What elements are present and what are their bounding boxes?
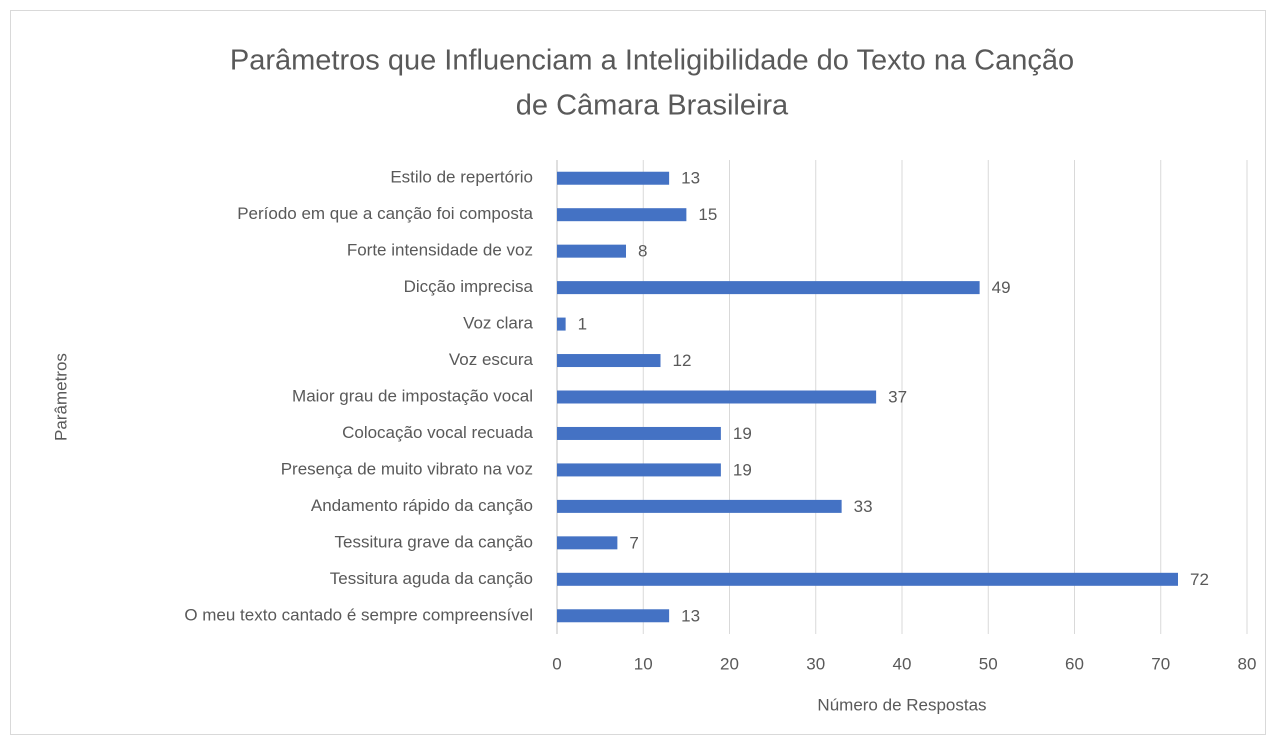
data-label: 33 xyxy=(854,497,873,516)
y-tick-label: Voz clara xyxy=(463,314,533,333)
y-tick-label: Colocação vocal recuada xyxy=(342,423,533,442)
x-tick-label: 80 xyxy=(1238,654,1257,673)
x-axis-label: Número de Respostas xyxy=(817,695,986,714)
x-tick-label: 30 xyxy=(806,654,825,673)
bar xyxy=(557,317,566,331)
bar xyxy=(557,390,877,404)
y-tick-label: Dicção imprecisa xyxy=(404,277,534,296)
bar xyxy=(557,354,661,368)
bar xyxy=(557,244,626,258)
x-tick-label: 70 xyxy=(1151,654,1170,673)
y-tick-label: Período em que a canção foi composta xyxy=(237,204,533,223)
y-tick-label: O meu texto cantado é sempre compreensív… xyxy=(184,605,533,624)
bar xyxy=(557,499,842,513)
y-tick-label: Andamento rápido da canção xyxy=(311,496,533,515)
bar xyxy=(557,208,687,222)
bar xyxy=(557,463,721,477)
data-label: 13 xyxy=(681,169,700,188)
bar xyxy=(557,171,670,185)
x-tick-label: 0 xyxy=(552,654,561,673)
x-tick-label: 50 xyxy=(979,654,998,673)
data-label: 72 xyxy=(1190,570,1209,589)
data-label: 49 xyxy=(992,278,1011,297)
y-tick-label: Tessitura aguda da canção xyxy=(330,569,533,588)
data-label: 19 xyxy=(733,460,752,479)
y-tick-label: Estilo de repertório xyxy=(390,168,533,187)
bar xyxy=(557,426,721,440)
y-tick-label: Tessitura grave da canção xyxy=(335,532,533,551)
x-tick-label: 60 xyxy=(1065,654,1084,673)
bar xyxy=(557,572,1178,586)
y-tick-label: Voz escura xyxy=(449,350,534,369)
data-label: 8 xyxy=(638,242,647,261)
bar xyxy=(557,281,980,295)
x-tick-label: 20 xyxy=(720,654,739,673)
x-tick-label: 10 xyxy=(634,654,653,673)
data-label: 15 xyxy=(698,205,717,224)
y-axis-label: Parâmetros xyxy=(51,353,70,441)
data-label: 7 xyxy=(629,533,638,552)
data-label: 19 xyxy=(733,424,752,443)
data-label: 12 xyxy=(673,351,692,370)
data-label: 1 xyxy=(578,315,587,334)
data-label: 37 xyxy=(888,387,907,406)
chart-title: Parâmetros que Influenciam a Inteligibil… xyxy=(230,45,1074,77)
data-label: 13 xyxy=(681,606,700,625)
x-tick-label: 40 xyxy=(893,654,912,673)
chart-title: de Câmara Brasileira xyxy=(516,90,789,122)
y-tick-label: Maior grau de impostação vocal xyxy=(292,386,533,405)
y-tick-label: Presença de muito vibrato na voz xyxy=(281,459,533,478)
bar xyxy=(557,536,618,550)
bar xyxy=(557,609,670,623)
y-tick-label: Forte intensidade de voz xyxy=(347,241,533,260)
